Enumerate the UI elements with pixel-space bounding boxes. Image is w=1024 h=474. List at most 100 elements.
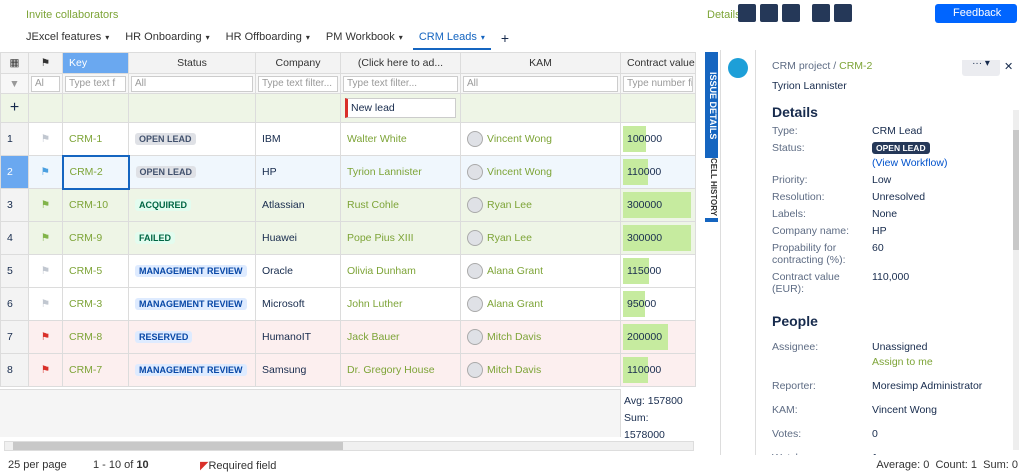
column-header[interactable]: KAM: [460, 52, 621, 74]
empty-cell: [620, 93, 696, 123]
data-row[interactable]: 6 ⚑ CRM-3 MANAGEMENT REVIEW Microsoft John Lu…: [0, 287, 696, 321]
name[interactable]: John Luther: [340, 287, 461, 321]
project[interactable]: CRM project /: [772, 60, 840, 72]
data-row[interactable]: 5 ⚑ CRM-5 MANAGEMENT REVIEW Oracle Olivia Dun…: [0, 254, 696, 288]
data-row[interactable]: 8 ⚑ CRM-7 MANAGEMENT REVIEW Samsung Dr. Grego…: [0, 353, 696, 387]
new-lead-input[interactable]: New lead: [345, 98, 456, 118]
key[interactable]: CRM-9: [62, 221, 129, 255]
filter-input[interactable]: Type text f: [65, 75, 126, 92]
per-page[interactable]: 25 per page: [8, 459, 67, 471]
avatar[interactable]: [728, 58, 748, 78]
company: Oracle: [255, 254, 341, 288]
filter-input[interactable]: Type number fil: [623, 75, 693, 92]
tab-label[interactable]: CRM Leads: [418, 31, 477, 43]
avatar: [467, 197, 483, 213]
column-header[interactable]: (Click here to ad...: [340, 52, 461, 74]
value: Unresolved: [872, 191, 926, 203]
flag[interactable]: ⚑: [28, 155, 63, 189]
tab[interactable]: HR Offboarding ▾: [220, 28, 316, 50]
column-header[interactable]: Status: [128, 52, 256, 74]
kam-name[interactable]: Vincent Wong: [487, 165, 552, 178]
flag[interactable]: ⚑: [28, 287, 63, 321]
field-value: Low: [872, 174, 891, 186]
section-title: People: [772, 313, 818, 329]
name[interactable]: Olivia Dunham: [340, 254, 461, 288]
extra-link[interactable]: (View Workflow): [872, 157, 948, 169]
issue-key[interactable]: CRM-2: [839, 60, 873, 72]
feedback-button[interactable]: Feedback: [935, 4, 1017, 23]
filter-input[interactable]: Type text filter...: [258, 75, 338, 92]
kam-name[interactable]: Ryan Lee: [487, 198, 532, 211]
filter-input[interactable]: All: [463, 75, 618, 92]
add-tab[interactable]: +: [500, 30, 510, 46]
data-row[interactable]: 7 ⚑ CRM-8 RESERVED HumanoIT Jack Bauer Mitch D…: [0, 320, 696, 354]
field: Assignee: Unassigned Assign to me: [772, 341, 1012, 368]
tab-label[interactable]: HR Offboarding: [225, 31, 302, 43]
data-row[interactable]: 4 ⚑ CRM-9 FAILED Huawei Pope Pius XIII Ryan Le…: [0, 221, 696, 255]
name[interactable]: Rust Cohle: [340, 188, 461, 222]
icon[interactable]: [760, 4, 778, 22]
key[interactable]: CRM-1: [62, 122, 129, 156]
flag[interactable]: ⚑: [28, 188, 63, 222]
filter-input[interactable]: Al: [31, 75, 60, 92]
extra-link[interactable]: Assign to me: [872, 356, 933, 368]
tab-caret: ▾: [105, 33, 110, 42]
avatar: [467, 263, 483, 279]
name[interactable]: Jack Bauer: [340, 320, 461, 354]
name[interactable]: Dr. Gregory House: [340, 353, 461, 387]
tab[interactable]: CRM Leads ▾: [412, 28, 491, 50]
details-link[interactable]: Details: [707, 9, 741, 21]
key[interactable]: CRM-8: [62, 320, 129, 354]
data-row[interactable]: 2 ⚑ CRM-2 OPEN LEAD HP Tyrion Lannister Vincen…: [0, 154, 696, 190]
more-button[interactable]: ··· ▾: [962, 60, 1000, 76]
flag[interactable]: ⚑: [28, 254, 63, 288]
value: 1: [872, 452, 878, 455]
key[interactable]: CRM-7: [62, 353, 129, 387]
value: HP: [872, 225, 887, 237]
icon[interactable]: [812, 4, 830, 22]
key[interactable]: CRM-5: [62, 254, 129, 288]
column-header[interactable]: Key: [62, 52, 129, 74]
close-button[interactable]: ✕: [1004, 61, 1012, 73]
tab[interactable]: PM Workbook ▾: [320, 28, 409, 50]
tab-label[interactable]: PM Workbook: [325, 31, 395, 43]
kam-name[interactable]: Mitch Davis: [487, 363, 542, 376]
column-header[interactable]: Contract value: [620, 52, 696, 74]
kam-name[interactable]: Ryan Lee: [487, 231, 532, 244]
tab-label[interactable]: HR Onboarding: [125, 31, 202, 43]
data-row[interactable]: 3 ⚑ CRM-10 ACQUIRED Atlassian Rust Cohle Ryan …: [0, 188, 696, 222]
kam-name[interactable]: Alana Grant: [487, 297, 544, 310]
flag[interactable]: ⚑: [28, 221, 63, 255]
key[interactable]: CRM-10: [62, 188, 129, 222]
name[interactable]: Walter White: [340, 122, 461, 156]
h-scrollbar[interactable]: [4, 441, 694, 451]
key[interactable]: CRM-2: [61, 154, 130, 190]
kam-name[interactable]: Alana Grant: [487, 264, 544, 277]
icon[interactable]: [738, 4, 756, 22]
v-scrollbar[interactable]: [1013, 110, 1019, 450]
column-header[interactable]: Company: [255, 52, 341, 74]
side-tab[interactable]: CELL HISTORY: [705, 158, 718, 218]
filter-input[interactable]: Type text filter...: [343, 75, 458, 92]
filter-input[interactable]: All: [131, 75, 253, 92]
flag[interactable]: ⚑: [28, 320, 63, 354]
kam-name[interactable]: Vincent Wong: [487, 132, 552, 145]
tab[interactable]: HR Onboarding ▾: [119, 28, 215, 50]
kam-name[interactable]: Mitch Davis: [487, 330, 542, 343]
name[interactable]: Tyrion Lannister: [340, 155, 461, 189]
row-number: 5: [0, 254, 29, 288]
name[interactable]: Pope Pius XIII: [340, 221, 461, 255]
key[interactable]: CRM-3: [62, 287, 129, 321]
flag[interactable]: ⚑: [28, 353, 63, 387]
icon[interactable]: [782, 4, 800, 22]
icon[interactable]: [834, 4, 852, 22]
tab-label[interactable]: JExcel features: [26, 31, 102, 43]
kam: Alana Grant: [460, 254, 621, 288]
tab[interactable]: JExcel features ▾: [20, 28, 115, 50]
empty-cell: [28, 93, 63, 123]
add-row[interactable]: +: [0, 93, 29, 123]
flag[interactable]: ⚑: [28, 122, 63, 156]
invite-link[interactable]: Invite collaborators: [26, 9, 119, 21]
data-row[interactable]: 1 ⚑ CRM-1 OPEN LEAD IBM Walter White Vincent W…: [0, 122, 696, 156]
field-label: Labels:: [772, 208, 806, 220]
